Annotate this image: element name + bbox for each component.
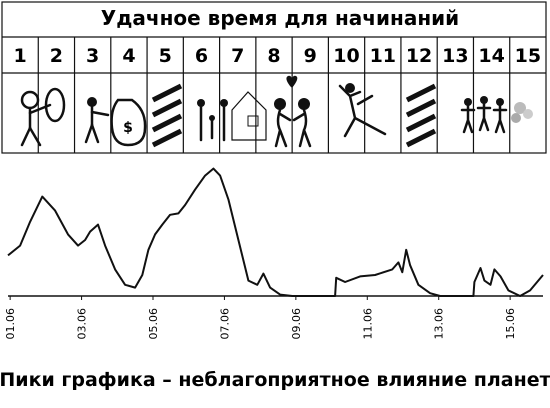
x-tick-label: 03.06 (76, 308, 89, 340)
x-tick-label: 05.06 (147, 308, 160, 340)
day-number: 6 (195, 45, 208, 67)
chart-caption: Пики графика – неблагоприятное влияние п… (0, 369, 550, 391)
icon-exercise (338, 83, 387, 138)
day-number: 8 (267, 45, 280, 67)
x-tick-label: 01.06 (4, 308, 17, 340)
day-number: 15 (515, 45, 541, 67)
icon-money: $ (84, 97, 147, 147)
day-number: 9 (304, 45, 317, 67)
day-number: 3 (86, 45, 99, 67)
day-number: 13 (442, 45, 468, 67)
icon-couple (274, 75, 312, 148)
icon-dancers (460, 96, 533, 134)
day-number: 5 (159, 45, 172, 67)
day-columns: 1 2 3 4 5 6 7 8 9 10 11 12 13 14 15 (14, 37, 541, 153)
x-tick-label: 13.06 (433, 308, 446, 340)
day-number: 11 (370, 45, 396, 67)
x-tick-label: 15.06 (504, 308, 517, 340)
icon-family (197, 91, 267, 142)
table: Удачное время для начинаний (1, 1, 547, 154)
day-number: 1 (14, 45, 27, 67)
x-tick-label: 11.06 (361, 308, 374, 340)
x-tick-label: 07.06 (218, 308, 231, 340)
icon-stripes (151, 83, 437, 148)
day-number: 4 (122, 45, 135, 67)
day-number: 10 (333, 45, 359, 67)
table-frame (1, 1, 547, 154)
day-number: 14 (478, 45, 504, 67)
day-number: 2 (50, 45, 63, 67)
icon-phone (20, 87, 66, 147)
chart: Пики графика – неблагоприятное влияние п… (0, 167, 550, 391)
svg-text:$: $ (123, 120, 133, 136)
day-number: 12 (406, 45, 432, 67)
day-number: 7 (231, 45, 244, 67)
icons: $ (20, 75, 533, 148)
x-tick-label: 09.06 (290, 308, 303, 340)
line-series (7, 167, 544, 297)
table-title: Удачное время для начинаний (101, 6, 459, 30)
